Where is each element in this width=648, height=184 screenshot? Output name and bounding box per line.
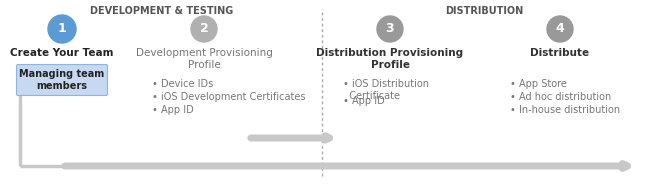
Text: • In-house distribution: • In-house distribution: [510, 105, 620, 115]
FancyBboxPatch shape: [16, 65, 108, 95]
Text: • Ad hoc distribution: • Ad hoc distribution: [510, 92, 611, 102]
Text: Create Your Team: Create Your Team: [10, 48, 114, 58]
Circle shape: [48, 15, 76, 43]
Text: • iOS Development Certificates: • iOS Development Certificates: [152, 92, 305, 102]
Text: • App Store: • App Store: [510, 79, 567, 89]
Text: 1: 1: [58, 22, 66, 36]
Text: Managing team
members: Managing team members: [19, 69, 104, 91]
Text: 3: 3: [386, 22, 395, 36]
Text: • iOS Distribution
  Certificate: • iOS Distribution Certificate: [343, 79, 429, 101]
Text: • App ID: • App ID: [152, 105, 194, 115]
Text: 4: 4: [555, 22, 564, 36]
Text: DEVELOPMENT & TESTING: DEVELOPMENT & TESTING: [90, 6, 234, 16]
Text: • Device IDs: • Device IDs: [152, 79, 213, 89]
Text: Distribution Provisioning
Profile: Distribution Provisioning Profile: [316, 48, 463, 70]
Circle shape: [191, 16, 217, 42]
Text: Distribute: Distribute: [531, 48, 590, 58]
Circle shape: [377, 16, 403, 42]
Circle shape: [547, 16, 573, 42]
Text: • App ID: • App ID: [343, 96, 385, 106]
Text: Development Provisioning
Profile: Development Provisioning Profile: [135, 48, 272, 70]
Text: 2: 2: [200, 22, 209, 36]
Text: DISTRIBUTION: DISTRIBUTION: [445, 6, 523, 16]
